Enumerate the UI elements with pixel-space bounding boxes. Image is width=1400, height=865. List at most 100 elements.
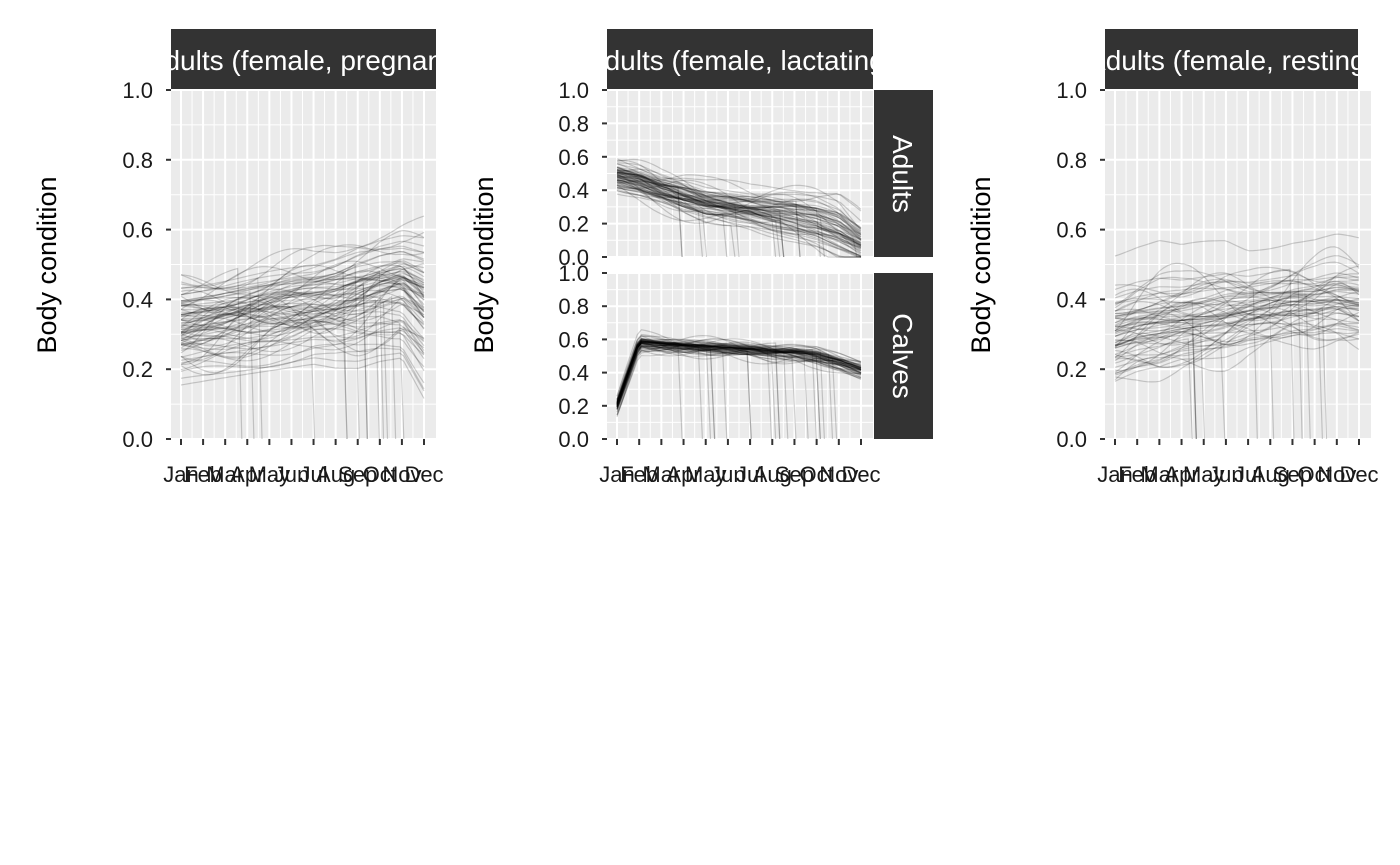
series-line — [180, 276, 425, 318]
series-line — [616, 179, 862, 245]
series-line — [616, 172, 862, 230]
y-tick-label: 0.0 — [1056, 427, 1087, 452]
strip-title: Adults (female, pregnant) — [146, 45, 460, 76]
y-tick-label: 0.2 — [558, 394, 589, 419]
series-line — [616, 335, 781, 440]
series-line — [180, 265, 425, 354]
series-line — [616, 338, 862, 404]
y-tick-label: 0.2 — [122, 357, 153, 382]
series-line — [616, 175, 708, 258]
series-line — [616, 341, 862, 407]
series-line — [616, 171, 858, 258]
x-tick-label: Dec — [841, 462, 880, 487]
series-line — [1114, 265, 1360, 321]
series-line — [616, 344, 781, 440]
series-line — [616, 329, 752, 440]
series-line — [616, 345, 862, 404]
series-line — [616, 180, 785, 258]
series-line — [180, 352, 425, 392]
series-line — [616, 341, 862, 403]
series-line — [180, 320, 425, 371]
x-tick-label: Oct — [1298, 462, 1332, 487]
plot-area-adults: 0.0 0.2 0.4 0.6 0.8 1.0 — [558, 78, 873, 270]
series-line — [1114, 296, 1360, 332]
series-line — [180, 229, 425, 307]
series-line — [616, 341, 862, 406]
series-line — [616, 341, 821, 440]
series-line — [1114, 324, 1360, 375]
series-line — [616, 338, 862, 403]
y-tick-label: 0.8 — [1056, 148, 1087, 173]
series-line — [1114, 328, 1360, 374]
y-tick-label: 0.4 — [1056, 287, 1087, 312]
series-line — [616, 186, 861, 258]
series-line — [180, 264, 425, 327]
series-line — [616, 184, 862, 258]
series-line — [616, 341, 862, 407]
series-line — [180, 303, 425, 347]
series-line — [1114, 261, 1360, 309]
series-line — [616, 344, 862, 404]
series-line — [616, 344, 862, 413]
series-line — [616, 342, 862, 405]
y-tick-label: 0.2 — [558, 212, 589, 237]
series-line — [1114, 332, 1360, 382]
series-line — [1114, 323, 1206, 440]
series-line — [1114, 312, 1360, 364]
series-line — [180, 357, 425, 399]
y-tick-label: 0.8 — [558, 111, 589, 136]
series-line — [616, 173, 862, 236]
x-tick-label: Feb — [184, 462, 222, 487]
series-line — [180, 270, 425, 314]
series-line — [616, 171, 703, 258]
series-line — [1114, 333, 1360, 383]
series-line — [616, 342, 712, 440]
series-line — [1114, 305, 1360, 355]
series-line — [1114, 296, 1360, 333]
series-line — [616, 186, 862, 249]
series-line — [1114, 293, 1360, 326]
y-tick-label: 0.0 — [558, 245, 589, 270]
series-line — [180, 258, 425, 307]
x-tick-label: Mar — [642, 462, 680, 487]
series-line — [180, 294, 397, 440]
y-tick-label: 0.0 — [558, 427, 589, 452]
series-line — [1114, 268, 1295, 440]
series-line — [1114, 274, 1303, 440]
series-line — [180, 288, 425, 331]
series-line — [616, 341, 716, 440]
series-line — [1114, 311, 1360, 364]
series-line — [1114, 295, 1360, 332]
series-line — [616, 340, 862, 405]
series-line — [616, 171, 862, 247]
x-tick-label: Oct — [363, 462, 397, 487]
series-line — [1114, 255, 1360, 306]
series-line — [1114, 304, 1360, 372]
series-line — [616, 340, 834, 440]
series-line — [616, 340, 862, 405]
series-line — [1114, 289, 1359, 317]
series-line — [616, 340, 862, 400]
series-line — [616, 180, 862, 258]
series-line — [616, 173, 862, 236]
y-tick-label: 1.0 — [1056, 78, 1087, 103]
series-line — [1114, 280, 1360, 358]
series-line — [180, 267, 425, 316]
series-line — [180, 265, 425, 321]
series-line — [180, 293, 425, 334]
series-line — [616, 170, 801, 258]
series-line — [180, 343, 425, 384]
series-line — [1114, 280, 1360, 304]
series-line — [616, 343, 862, 406]
series-line — [1114, 295, 1360, 327]
series-line — [616, 338, 809, 440]
series-line — [1114, 298, 1360, 337]
series-line — [616, 340, 862, 405]
series-line — [616, 181, 862, 252]
series-line — [1114, 296, 1360, 334]
series-line — [1114, 278, 1258, 440]
series-line — [1114, 280, 1360, 318]
series-line — [616, 337, 862, 400]
series-line — [180, 215, 425, 287]
